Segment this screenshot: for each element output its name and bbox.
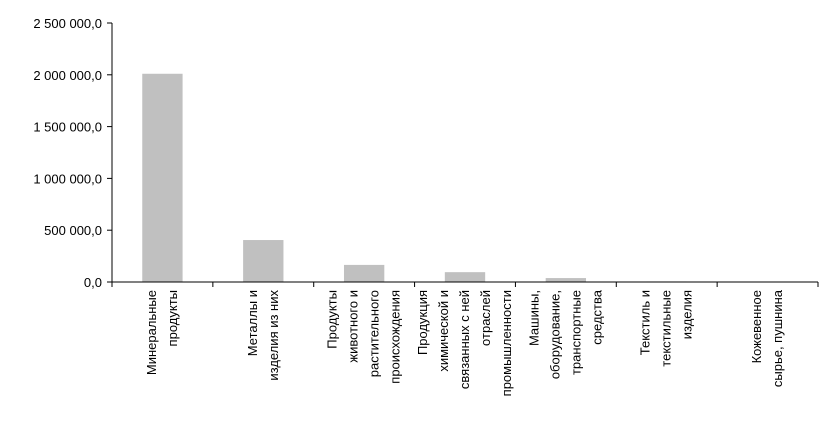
category-label-line: отраслей (478, 290, 493, 346)
category-label-line: продукты (165, 290, 180, 346)
category-label-line: изделия (680, 290, 695, 339)
category-label-line: оборудование, (547, 290, 562, 379)
y-tick-label: 2 000 000,0 (33, 68, 102, 83)
category-label: Кожевенное сырье, пушнина (749, 289, 785, 387)
bars (142, 73, 788, 282)
y-tick-label: 1 500 000,0 (33, 120, 102, 135)
category-label: Металлы и изделия из них (245, 290, 281, 381)
bar (142, 73, 183, 282)
category-label: Минеральные продукты (144, 290, 180, 375)
bar (243, 240, 284, 282)
category-label: Продукция химической и связанных с ней отра… (415, 290, 514, 396)
category-label-line: растительного (367, 290, 382, 377)
y-axis: 0,0 500 000,0 1 000 000,0 1 500 000,0 2 000 … (33, 16, 113, 290)
y-tick-label: 500 000,0 (44, 223, 102, 238)
x-axis (111, 281, 819, 287)
y-tick-label: 0,0 (84, 275, 102, 290)
category-label-line: животного и (346, 290, 361, 363)
category-label-line: изделия из них (266, 290, 281, 381)
category-label-line: химической и (436, 290, 451, 372)
y-tick-label: 2 500 000,0 (33, 16, 102, 31)
category-label-line: связанных с ней (457, 290, 472, 389)
bar (343, 264, 385, 282)
category-label-line: средства (589, 289, 604, 344)
category-label-line: Кожевенное (749, 290, 764, 363)
category-label: Текстиль и текстильные изделия (638, 290, 695, 367)
category-label-line: транспортные (568, 290, 583, 375)
category-label-line: Текстиль и (638, 290, 653, 355)
category-label-line: текстильные (659, 290, 674, 367)
category-label-line: Продукция (415, 290, 430, 355)
category-labels: Минеральные продукты Металлы и изделия из н… (144, 289, 785, 396)
category-label-line: сырье, пушнина (770, 289, 785, 387)
category-label-line: Металлы и (245, 290, 260, 356)
category-label: Машины, оборудование, транспортные средства (526, 289, 604, 379)
y-tick-label: 1 000 000,0 (33, 171, 102, 186)
category-label-line: происхождения (388, 290, 403, 384)
category-label: Продукты животного и растительного происхож… (325, 290, 403, 384)
category-label-line: Машины, (526, 290, 541, 346)
category-label-line: Продукты (325, 290, 340, 349)
bar (444, 272, 486, 282)
category-label-line: промышленности (499, 290, 514, 396)
bar (545, 278, 587, 282)
category-label-line: Минеральные (144, 290, 159, 375)
